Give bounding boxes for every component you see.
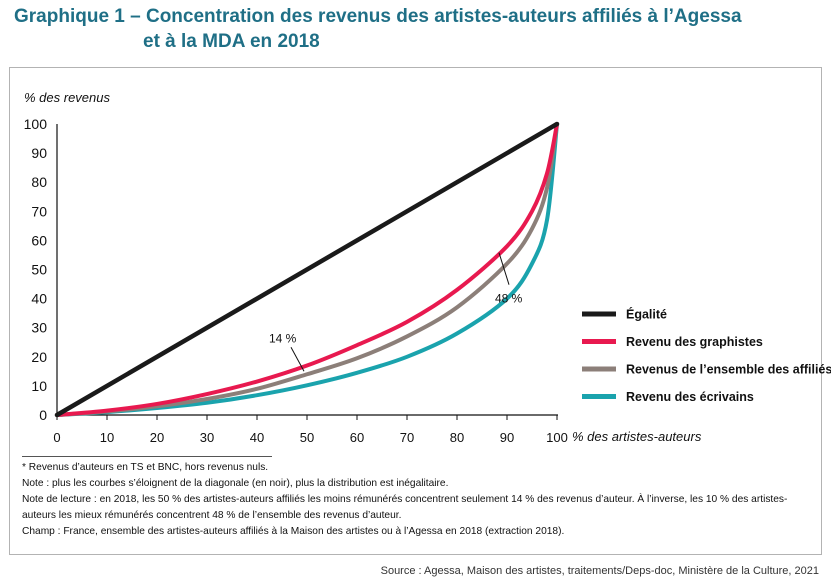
y-tick-label: 40 [31, 291, 47, 307]
y-tick-label: 60 [31, 232, 47, 248]
legend: Égalité Revenu des graphistes Revenus de l… [582, 307, 831, 404]
x-tick-label: 100 [546, 430, 568, 445]
legend-label-3: Revenu des écrivains [626, 390, 754, 404]
series-lines [54, 121, 560, 418]
chart-frame [9, 67, 822, 555]
y-tick-label: 80 [31, 174, 47, 190]
x-tick-label: 30 [200, 430, 214, 445]
series-line-2 [55, 122, 559, 417]
source-line: Source : Agessa, Maison des artistes, tr… [380, 565, 819, 577]
annotation-leader-48 [498, 252, 510, 285]
annotation-leader-14 [290, 347, 305, 372]
annotation-48-percent: 48 % [495, 292, 523, 306]
y-tick-label: 20 [31, 349, 47, 365]
legend-label-1: Revenu des graphistes [626, 335, 763, 349]
y-axis-label: % des revenus [24, 90, 110, 105]
y-tick-label: 70 [31, 203, 47, 219]
series-line-0 [54, 121, 560, 418]
x-axis-label: % des artistes-auteurs [572, 429, 702, 444]
x-tick-label: 90 [500, 430, 514, 445]
y-tick-label: 90 [31, 145, 47, 161]
x-tick-label: 60 [350, 430, 364, 445]
chart-title-line1: Graphique 1 – Concentration des revenus … [14, 6, 742, 27]
x-tick-label: 50 [300, 430, 314, 445]
chart-title: Graphique 1 – Concentration des revenus … [14, 4, 814, 54]
x-tick-label: 20 [150, 430, 164, 445]
reading-guide-2: auteurs les mieux rémunérés concentrent … [22, 510, 402, 521]
scope-note: Champ : France, ensemble des artistes-au… [22, 526, 565, 537]
x-axis-ticks: 0 10 20 30 40 50 60 70 80 90 100 [53, 415, 568, 445]
y-axis-ticks: 0 10 20 30 40 50 60 70 80 90 100 [24, 116, 48, 423]
legend-label-2: Revenus de l’ensemble des affiliés [626, 363, 831, 377]
annotations: 14 % 48 % [269, 252, 523, 372]
footnote: * Revenus d’auteurs en TS et BNC, hors r… [22, 462, 269, 473]
annotation-14-percent: 14 % [269, 331, 297, 345]
y-tick-label: 0 [39, 407, 47, 423]
y-tick-label: 100 [24, 116, 48, 132]
y-tick-label: 50 [31, 262, 47, 278]
x-tick-label: 0 [53, 430, 60, 445]
x-tick-label: 80 [450, 430, 464, 445]
y-tick-label: 30 [31, 320, 47, 336]
series-line-1 [55, 122, 559, 417]
chart-title-line2: et à la MDA en 2018 [143, 31, 320, 52]
chart-notes: * Revenus d’auteurs en TS et BNC, hors r… [22, 460, 812, 540]
x-tick-label: 70 [400, 430, 414, 445]
x-tick-label: 40 [250, 430, 264, 445]
x-tick-label: 10 [100, 430, 114, 445]
reading-note: Note : plus les courbes s’éloignent de l… [22, 478, 449, 489]
legend-label-0: Égalité [626, 307, 667, 322]
notes-divider [22, 456, 272, 457]
y-tick-label: 10 [31, 378, 47, 394]
reading-guide-1: Note de lecture : en 2018, les 50 % des … [22, 494, 788, 505]
